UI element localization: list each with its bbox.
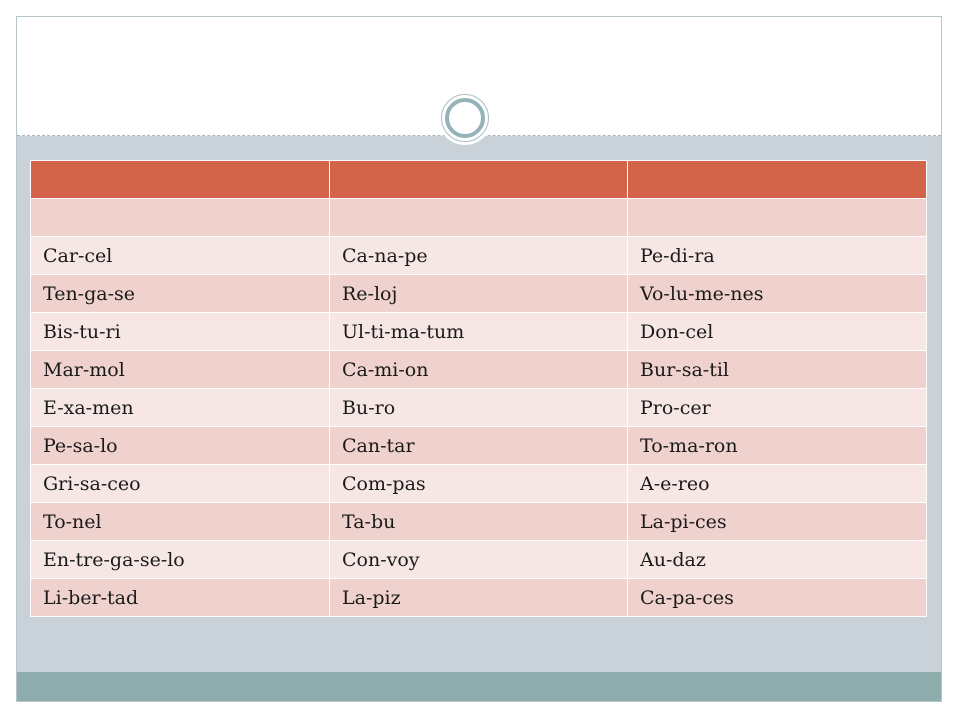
table-cell: Can-tar bbox=[329, 426, 628, 465]
table-cell: Re-loj bbox=[329, 274, 628, 313]
header-cell bbox=[627, 160, 927, 199]
table-row: E-xa-men Bu-ro Pro-cer bbox=[30, 388, 927, 427]
header-cell bbox=[329, 160, 628, 199]
table-cell bbox=[627, 198, 927, 237]
table-cell: Con-voy bbox=[329, 540, 628, 579]
footer-band bbox=[17, 672, 941, 701]
table-cell: Pe-sa-lo bbox=[30, 426, 330, 465]
table-cell: Vo-lu-me-nes bbox=[627, 274, 927, 313]
table-cell: La-pi-ces bbox=[627, 502, 927, 541]
table-row: Pe-sa-lo Can-tar To-ma-ron bbox=[30, 426, 927, 465]
table-row: En-tre-ga-se-lo Con-voy Au-daz bbox=[30, 540, 927, 579]
table-cell: Au-daz bbox=[627, 540, 927, 579]
table-cell: E-xa-men bbox=[30, 388, 330, 427]
table-cell bbox=[30, 198, 330, 237]
header-cell bbox=[30, 160, 330, 199]
table-cell: A-e-reo bbox=[627, 464, 927, 503]
table-cell: To-ma-ron bbox=[627, 426, 927, 465]
table-cell: Bur-sa-til bbox=[627, 350, 927, 389]
table-cell: Li-ber-tad bbox=[30, 578, 330, 617]
table-cell: Ul-ti-ma-tum bbox=[329, 312, 628, 351]
table-row: To-nel Ta-bu La-pi-ces bbox=[30, 502, 927, 541]
table-cell: Pe-di-ra bbox=[627, 236, 927, 275]
table-cell: To-nel bbox=[30, 502, 330, 541]
table-cell: Bu-ro bbox=[329, 388, 628, 427]
table-row: Bis-tu-ri Ul-ti-ma-tum Don-cel bbox=[30, 312, 927, 351]
table-cell: Ca-pa-ces bbox=[627, 578, 927, 617]
table-header-row bbox=[30, 160, 927, 199]
table-cell: Com-pas bbox=[329, 464, 628, 503]
syllable-table: Car-cel Ca-na-pe Pe-di-ra Ten-ga-se Re-l… bbox=[30, 160, 927, 617]
table-cell: La-piz bbox=[329, 578, 628, 617]
table-cell: Ten-ga-se bbox=[30, 274, 330, 313]
table-cell: Ca-na-pe bbox=[329, 236, 628, 275]
table-cell: Ca-mi-on bbox=[329, 350, 628, 389]
table-row: Mar-mol Ca-mi-on Bur-sa-til bbox=[30, 350, 927, 389]
table-cell: Mar-mol bbox=[30, 350, 330, 389]
table-cell: Gri-sa-ceo bbox=[30, 464, 330, 503]
table-cell: En-tre-ga-se-lo bbox=[30, 540, 330, 579]
table-row: Gri-sa-ceo Com-pas A-e-reo bbox=[30, 464, 927, 503]
table-cell: Bis-tu-ri bbox=[30, 312, 330, 351]
table-cell bbox=[329, 198, 628, 237]
table-row bbox=[30, 198, 927, 237]
table-cell: Car-cel bbox=[30, 236, 330, 275]
table-row: Ten-ga-se Re-loj Vo-lu-me-nes bbox=[30, 274, 927, 313]
table-cell: Ta-bu bbox=[329, 502, 628, 541]
table-row: Car-cel Ca-na-pe Pe-di-ra bbox=[30, 236, 927, 275]
table-row: Li-ber-tad La-piz Ca-pa-ces bbox=[30, 578, 927, 617]
ring-icon-outline bbox=[441, 94, 489, 142]
table-cell: Don-cel bbox=[627, 312, 927, 351]
table-cell: Pro-cer bbox=[627, 388, 927, 427]
ring-icon bbox=[445, 98, 485, 138]
